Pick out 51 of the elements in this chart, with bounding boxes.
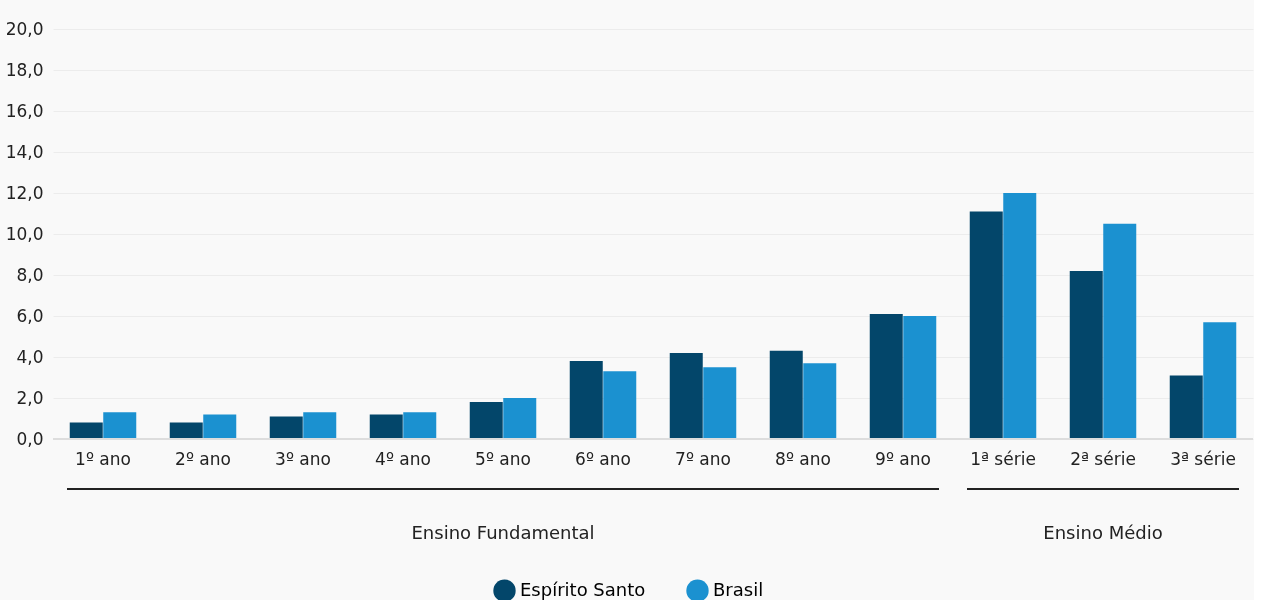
text: Ensino Fundamental	[411, 522, 595, 543]
x-tick-label: 2ª série	[1070, 448, 1136, 469]
bar	[69, 422, 103, 439]
y-tick-label: 16,0	[5, 100, 44, 121]
y-tick-label: 8,0	[16, 264, 44, 285]
x-tick-label: 5º ano	[475, 448, 531, 469]
bar	[803, 363, 837, 439]
bar	[403, 412, 437, 439]
x-tick-label: 1º ano	[75, 448, 131, 469]
x-tick-label: 3º ano	[275, 448, 331, 469]
x-tick-label: 2º ano	[175, 448, 231, 469]
bar	[1103, 223, 1137, 439]
bar	[669, 352, 703, 439]
legend-label: Espírito Santo	[520, 578, 646, 600]
bar	[903, 316, 937, 439]
bar	[769, 350, 803, 439]
x-tick-label: 4º ano	[375, 448, 431, 469]
x-tick-label: 3ª série	[1170, 448, 1236, 469]
bar	[369, 414, 403, 439]
bar	[503, 398, 537, 439]
y-tick-label: 20,0	[5, 18, 44, 39]
bar	[303, 412, 337, 439]
bar	[269, 416, 303, 439]
x-tick-label: 8º ano	[775, 448, 831, 469]
x-tick-label: 7º ano	[675, 448, 731, 469]
y-tick-label: 10,0	[5, 223, 44, 244]
bar	[103, 412, 137, 439]
bar	[469, 402, 503, 439]
bar	[1169, 375, 1203, 439]
y-tick-label: 0,0	[16, 428, 44, 449]
y-tick-label: 6,0	[16, 305, 44, 326]
bar	[603, 371, 637, 439]
bar	[703, 367, 737, 439]
x-tick-label: 9º ano	[875, 448, 931, 469]
y-tick-label: 12,0	[5, 182, 44, 203]
y-tick-label: 18,0	[5, 59, 44, 80]
bar	[969, 211, 1003, 439]
y-tick-label: 14,0	[5, 141, 44, 162]
y-tick-label: 2,0	[16, 387, 44, 408]
x-tick-label: 1ª série	[970, 448, 1036, 469]
text: Ensino Médio	[1043, 522, 1163, 543]
y-tick-label: 4,0	[16, 346, 44, 367]
bar	[169, 422, 203, 439]
bar	[569, 361, 603, 439]
bar	[1003, 193, 1037, 439]
bar	[203, 414, 237, 439]
bar	[1203, 322, 1237, 439]
legend-label: Brasil	[713, 578, 764, 600]
x-tick-label: 6º ano	[575, 448, 631, 469]
bar	[869, 313, 903, 439]
bar	[1069, 270, 1103, 439]
